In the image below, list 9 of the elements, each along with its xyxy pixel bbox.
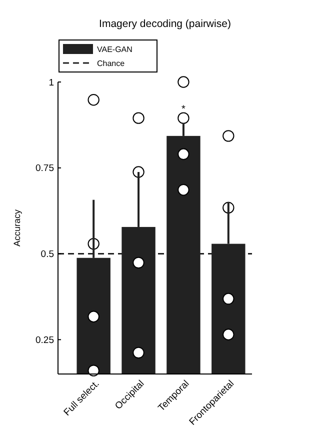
chart-title: Imagery decoding (pairwise) <box>99 18 231 30</box>
y-tick-label: 0.75 <box>36 163 54 174</box>
y-axis-title: Accuracy <box>12 208 22 247</box>
y-tick-label: 0.25 <box>36 334 54 346</box>
legend-label: VAE-GAN <box>97 44 133 54</box>
y-tick-label: 1 <box>48 77 54 88</box>
y-tick-label: 0.5 <box>40 249 54 260</box>
legend-label: Chance <box>97 58 126 68</box>
annotation: * <box>182 104 186 115</box>
